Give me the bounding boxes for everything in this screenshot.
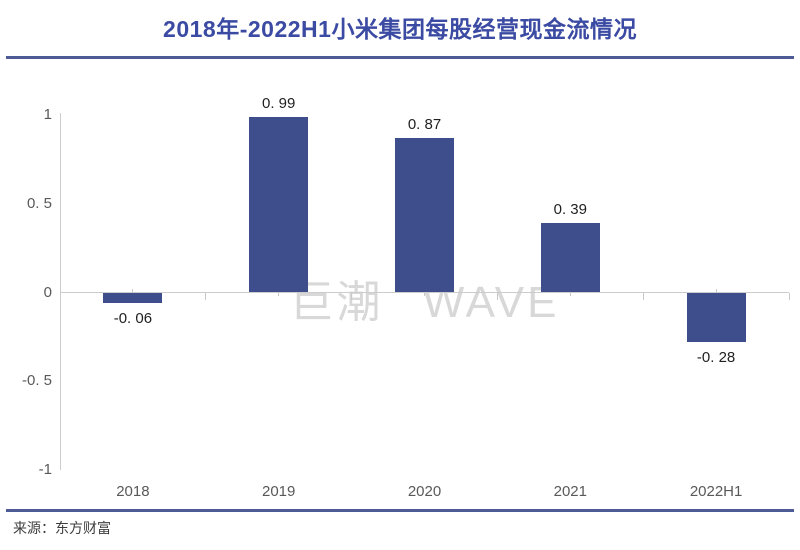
chart-title: 2018年-2022H1小米集团每股经营现金流情况 [163, 16, 637, 42]
y-axis-line [60, 113, 61, 470]
value-label-2022H1: -0. 28 [696, 349, 736, 367]
value-label-2019: 0. 99 [262, 94, 296, 112]
x-axis-label-2020: 2020 [407, 483, 442, 500]
x-axis-label-2021: 2021 [553, 483, 587, 500]
x-axis-label-2019: 2019 [262, 483, 296, 500]
x-tick-mark-2021 [569, 289, 571, 296]
y-tick-label-1: 1 [43, 106, 52, 123]
value-label-2018: -0. 06 [113, 310, 153, 328]
x-tick-mark-2019 [278, 289, 280, 296]
x-boundary-tick [205, 293, 207, 300]
bar-2020 [395, 138, 454, 293]
x-boundary-tick [642, 293, 644, 300]
bar-2021 [540, 223, 600, 293]
x-boundary-tick [788, 293, 790, 300]
y-tick-label--1: -1 [38, 461, 52, 478]
x-boundary-tick [496, 293, 498, 300]
y-tick-label-0.5: 0. 5 [26, 194, 52, 212]
bar-2019 [249, 116, 309, 293]
value-label-2020: 0. 87 [407, 116, 442, 134]
bar-2018 [103, 292, 163, 304]
top-divider [6, 56, 794, 59]
x-boundary-tick [351, 293, 353, 300]
y-tick-label-0: 0 [43, 283, 52, 301]
source-caption: 来源：东方财富 [13, 520, 111, 536]
x-tick-mark-2020 [424, 289, 425, 296]
bar-2022H1 [686, 292, 746, 343]
bottom-divider [6, 509, 794, 512]
y-tick-label--0.5: -0. 5 [21, 372, 52, 390]
value-label-2021: 0. 39 [553, 201, 587, 219]
x-axis-label-2022H1: 2022H1 [689, 483, 743, 500]
x-axis-label-2018: 2018 [116, 483, 150, 500]
